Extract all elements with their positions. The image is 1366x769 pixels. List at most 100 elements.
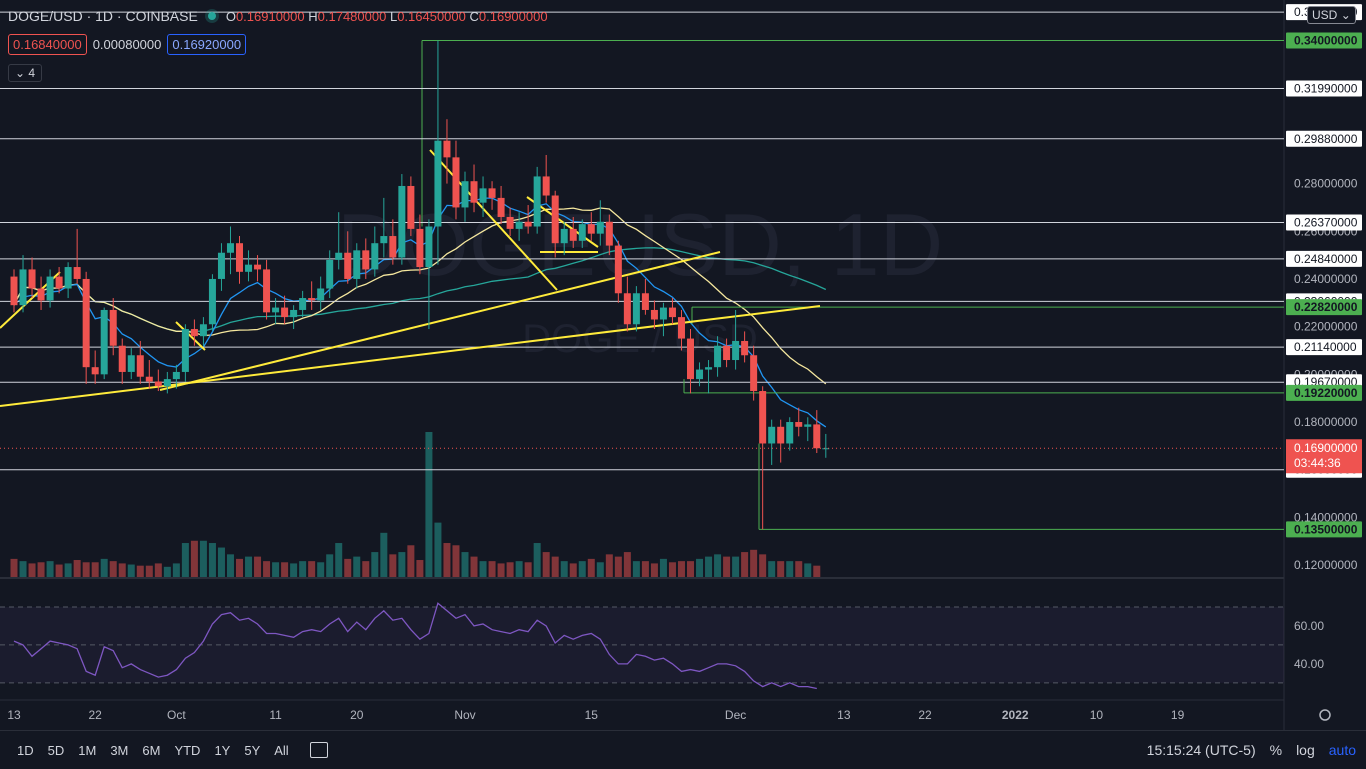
- candle-body: [254, 264, 262, 270]
- candle-body: [118, 345, 126, 372]
- candle-body: [488, 188, 496, 198]
- range-button-5d[interactable]: 5D: [47, 742, 65, 758]
- candle-body: [759, 391, 767, 444]
- candle-body: [136, 355, 144, 377]
- volume-bar: [587, 558, 595, 577]
- candle-body: [687, 338, 694, 380]
- volume-bar: [380, 532, 388, 577]
- price-tick-label: 0.28000000: [1294, 177, 1358, 191]
- candle-body: [55, 276, 63, 289]
- range-button-6m[interactable]: 6M: [142, 742, 161, 758]
- volume-bar: [82, 562, 90, 577]
- volume-bar: [524, 562, 532, 577]
- volume-bar: [226, 554, 234, 577]
- compare-icon[interactable]: [309, 742, 328, 758]
- candle-body: [236, 243, 243, 272]
- candle-body: [299, 298, 307, 310]
- candle-body: [398, 185, 406, 258]
- range-button-1y[interactable]: 1Y: [214, 742, 231, 758]
- candle-body: [389, 236, 397, 258]
- buy-button[interactable]: 0.16920000: [167, 34, 247, 55]
- log-scale-button[interactable]: log: [1296, 742, 1315, 758]
- candle-body: [696, 369, 704, 380]
- price-tick-label: 0.14000000: [1294, 510, 1358, 524]
- volume-bar: [632, 561, 640, 577]
- volume-bar: [470, 556, 478, 577]
- volume-bar: [181, 543, 189, 577]
- volume-bar: [37, 562, 45, 577]
- volume-bar: [245, 556, 253, 577]
- volume-bar: [461, 552, 469, 577]
- volume-bar: [759, 554, 767, 577]
- rsi-tick-label: 60.00: [1294, 619, 1324, 633]
- candle-body: [37, 288, 45, 301]
- currency-selector[interactable]: USD ⌄: [1307, 6, 1356, 24]
- candle-body: [732, 340, 740, 361]
- candle-body: [569, 228, 577, 241]
- volume-bar: [578, 561, 586, 577]
- indicators-toggle-button[interactable]: ⌄ 4: [8, 64, 43, 82]
- settings-gear-icon[interactable]: [1319, 709, 1331, 721]
- time-tick-label: 11: [269, 708, 282, 722]
- candle-body: [416, 228, 424, 268]
- candle-body: [804, 424, 812, 427]
- volume-bar: [91, 562, 99, 577]
- volume-bar: [551, 556, 559, 577]
- volume-bar: [299, 561, 307, 577]
- ohlc-values: O0.16910000 H0.17480000 L0.16450000 C0.1…: [225, 8, 548, 24]
- range-button-5y[interactable]: 5Y: [244, 742, 261, 758]
- volume-bar: [542, 552, 550, 577]
- percent-scale-button[interactable]: %: [1269, 742, 1283, 758]
- chevron-down-icon: ⌄: [15, 66, 26, 80]
- volume-bar: [290, 563, 298, 577]
- volume-bar: [371, 552, 379, 577]
- volume-bar: [217, 547, 225, 577]
- level-price-tag: [1286, 339, 1362, 356]
- rsi-line: [13, 602, 817, 690]
- market-status-dot: [207, 12, 216, 20]
- volume-bar: [804, 563, 812, 577]
- level-price-label: 0.29880000: [1294, 132, 1358, 146]
- price-tick-label: 0.22000000: [1294, 320, 1358, 334]
- volume-bar: [750, 549, 758, 577]
- volume-bar: [344, 558, 352, 577]
- symbol-title[interactable]: DOGE/USD · 1D · COINBASE: [8, 8, 198, 24]
- range-button-3m[interactable]: 3M: [110, 742, 129, 758]
- candle-body: [19, 269, 27, 306]
- volume-bar: [668, 562, 676, 577]
- candle-body: [181, 329, 189, 372]
- range-button-all[interactable]: All: [274, 742, 289, 758]
- volume-bar: [19, 561, 27, 577]
- range-button-1m[interactable]: 1M: [78, 742, 97, 758]
- candle-body: [317, 288, 325, 301]
- candle-body: [290, 309, 298, 318]
- candle-body: [587, 224, 595, 234]
- volume-bar: [687, 561, 694, 577]
- last-price-tag: [1286, 439, 1362, 474]
- volume-bar: [497, 563, 505, 577]
- level-price-label: 0.24840000: [1294, 252, 1358, 266]
- volume-bar: [154, 563, 162, 577]
- candle-body: [28, 269, 36, 289]
- candle-body: [596, 221, 604, 234]
- volume-bar: [55, 564, 63, 577]
- candle-body: [786, 422, 794, 444]
- candle-body: [750, 355, 758, 392]
- candle-body: [145, 376, 153, 382]
- candle-body: [524, 221, 532, 227]
- level-price-label: 0.26370000: [1294, 215, 1358, 229]
- level-price-tag: [1286, 214, 1362, 231]
- range-button-ytd[interactable]: YTD: [174, 742, 201, 758]
- sell-button[interactable]: 0.16840000: [8, 34, 87, 55]
- high-value: 0.17480000: [317, 8, 387, 24]
- auto-scale-button[interactable]: auto: [1328, 742, 1356, 758]
- volume-bar: [172, 563, 180, 577]
- candle-body: [100, 309, 108, 375]
- candle-body: [380, 236, 388, 244]
- candle-body: [506, 216, 514, 229]
- range-button-1d[interactable]: 1D: [17, 742, 34, 758]
- candle-body: [362, 250, 370, 270]
- candle-body: [245, 264, 253, 272]
- chart-header: DOGE/USD · 1D · COINBASE O0.16910000 H0.…: [8, 8, 548, 24]
